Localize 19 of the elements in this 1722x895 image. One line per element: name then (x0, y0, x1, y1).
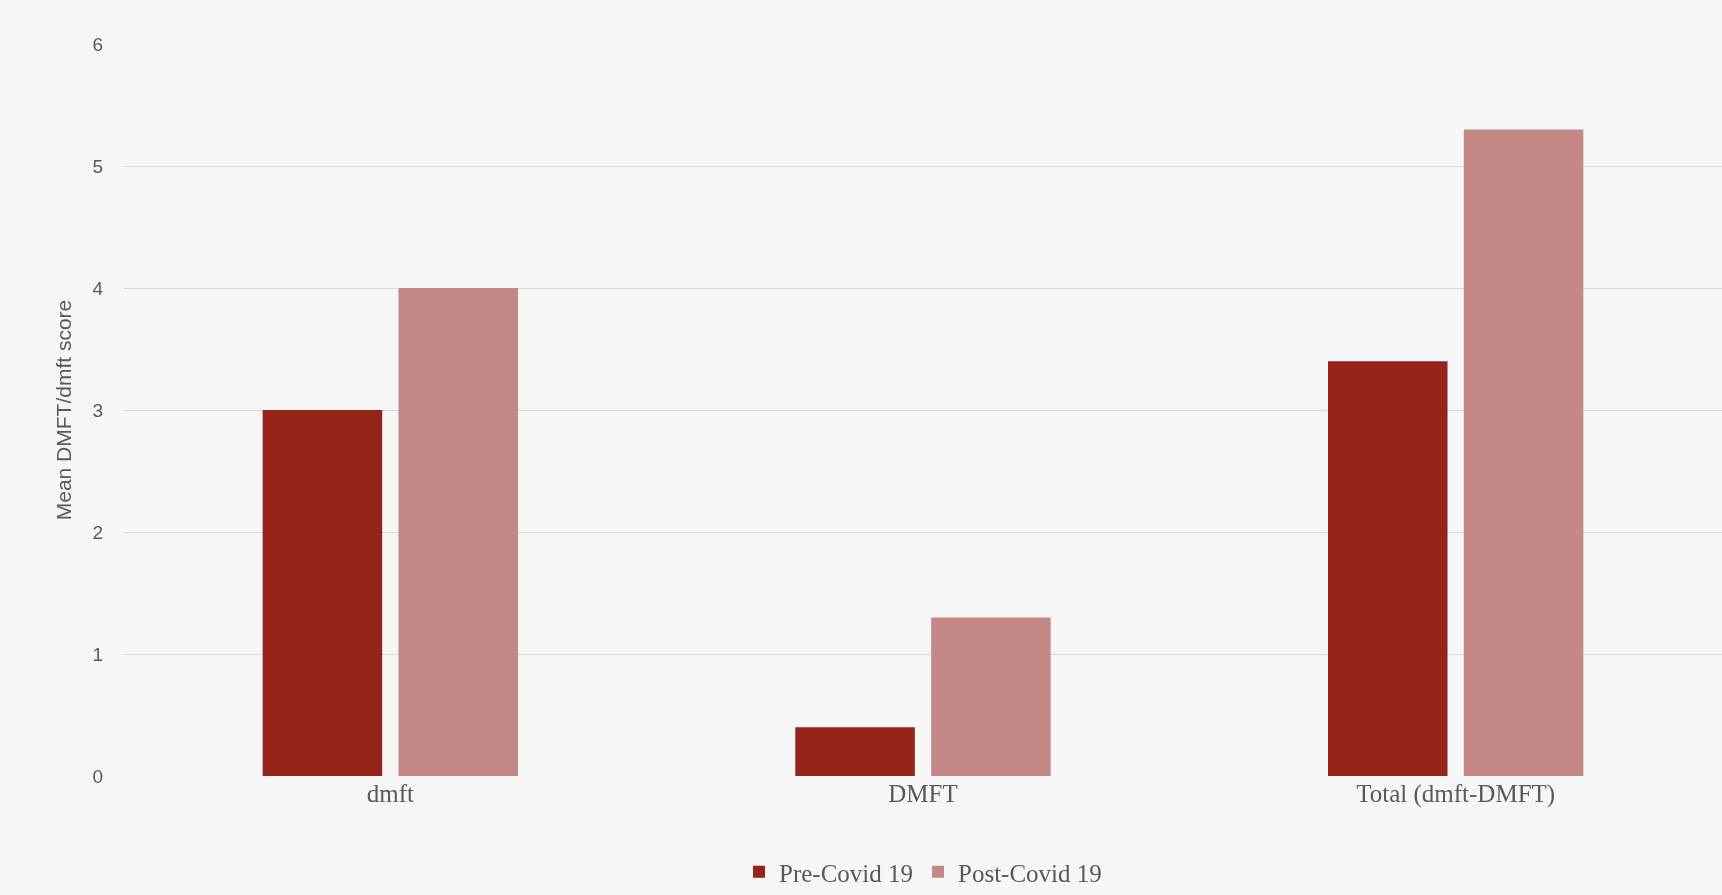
y-tick-label: 5 (92, 155, 103, 177)
y-tick-label: 3 (92, 399, 103, 421)
y-tick-label: 2 (92, 521, 103, 543)
y-tick-label: 4 (92, 277, 104, 299)
x-tick-label: Total (dmft-DMFT) (1356, 780, 1556, 808)
y-tick-label: 0 (92, 765, 103, 787)
bar (262, 410, 383, 776)
legend-label: Post-Covid 19 (958, 859, 1102, 887)
bar (795, 727, 915, 776)
bar (1463, 129, 1584, 776)
x-tick-label: DMFT (888, 780, 958, 807)
bar (1327, 361, 1448, 776)
bar (398, 288, 519, 776)
x-tick-label: dmft (366, 780, 414, 807)
y-tick-label: 6 (92, 33, 103, 55)
y-tick-label: 1 (92, 643, 103, 665)
bar (931, 617, 1051, 776)
legend-label: Pre-Covid 19 (779, 859, 914, 887)
y-axis-title: Mean DMFT/dmft score (51, 299, 75, 521)
